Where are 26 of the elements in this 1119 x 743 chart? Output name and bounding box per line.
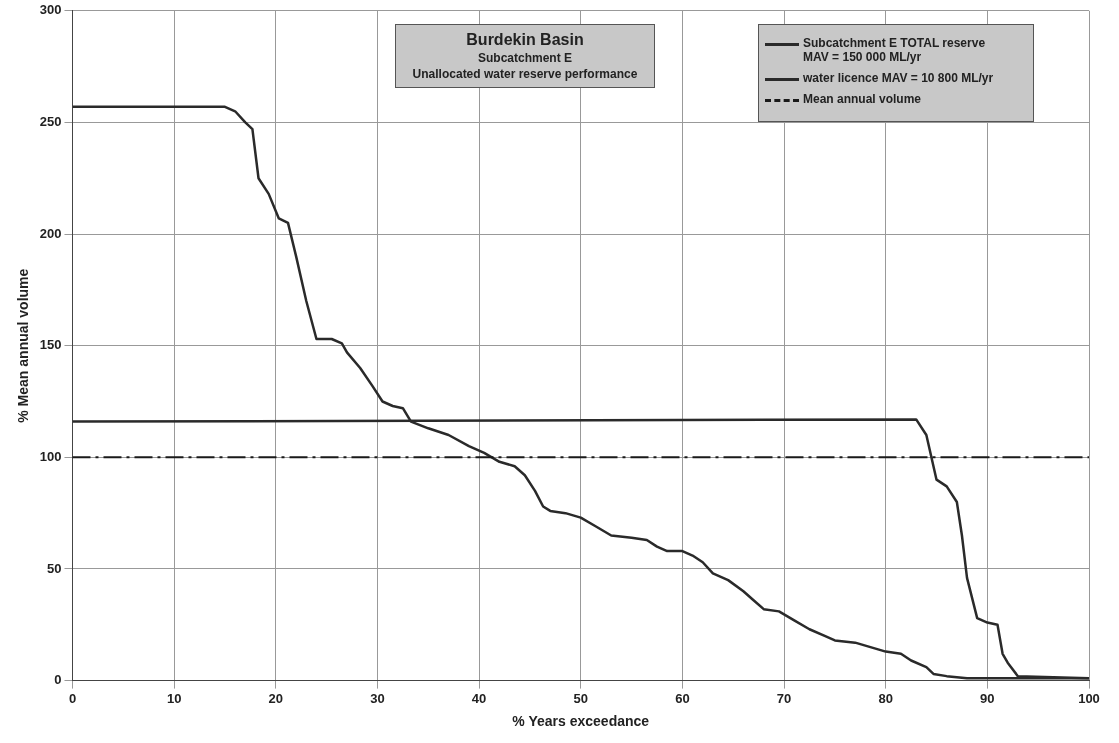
y-tick-label: 300 <box>39 2 62 18</box>
text: Burdekin Basin <box>465 31 585 49</box>
legend-label: Subcatchment E TOTAL reserve MAV = 150 000 ML/yr <box>803 36 987 64</box>
y-tick-label: 0 <box>54 672 62 688</box>
legend-label: water licence MAV = 10 800 ML/yr <box>803 71 995 85</box>
x-tick-label: 70 <box>776 690 792 706</box>
x-tick-label: 50 <box>573 690 588 706</box>
y-tick-label: 100 <box>39 448 62 464</box>
y-tick-label: 200 <box>39 225 62 241</box>
y-tick-label: 150 <box>39 337 62 353</box>
y-tick-label: 50 <box>47 560 62 576</box>
y-tick-label: 250 <box>39 114 62 130</box>
x-tick-label: 20 <box>268 690 284 706</box>
x-tick-label: 30 <box>370 690 385 706</box>
x-tick-label: 60 <box>675 690 690 706</box>
legend-label: Mean annual volume <box>803 92 923 106</box>
annotation: Unallocated water reserve performance <box>411 67 639 81</box>
x-tick-label: 80 <box>878 690 893 706</box>
x-tick-label: 0 <box>68 690 77 706</box>
text: Subcatchment E <box>477 51 573 65</box>
x-axis-title: % Years exceedance <box>512 713 650 730</box>
x-tick-label: 10 <box>166 690 182 706</box>
y-axis-title: % Mean annual volume <box>15 268 32 423</box>
x-tick-label: 100 <box>1078 690 1100 706</box>
x-tick-label: 90 <box>980 690 995 706</box>
x-tick-label: 40 <box>471 690 487 706</box>
